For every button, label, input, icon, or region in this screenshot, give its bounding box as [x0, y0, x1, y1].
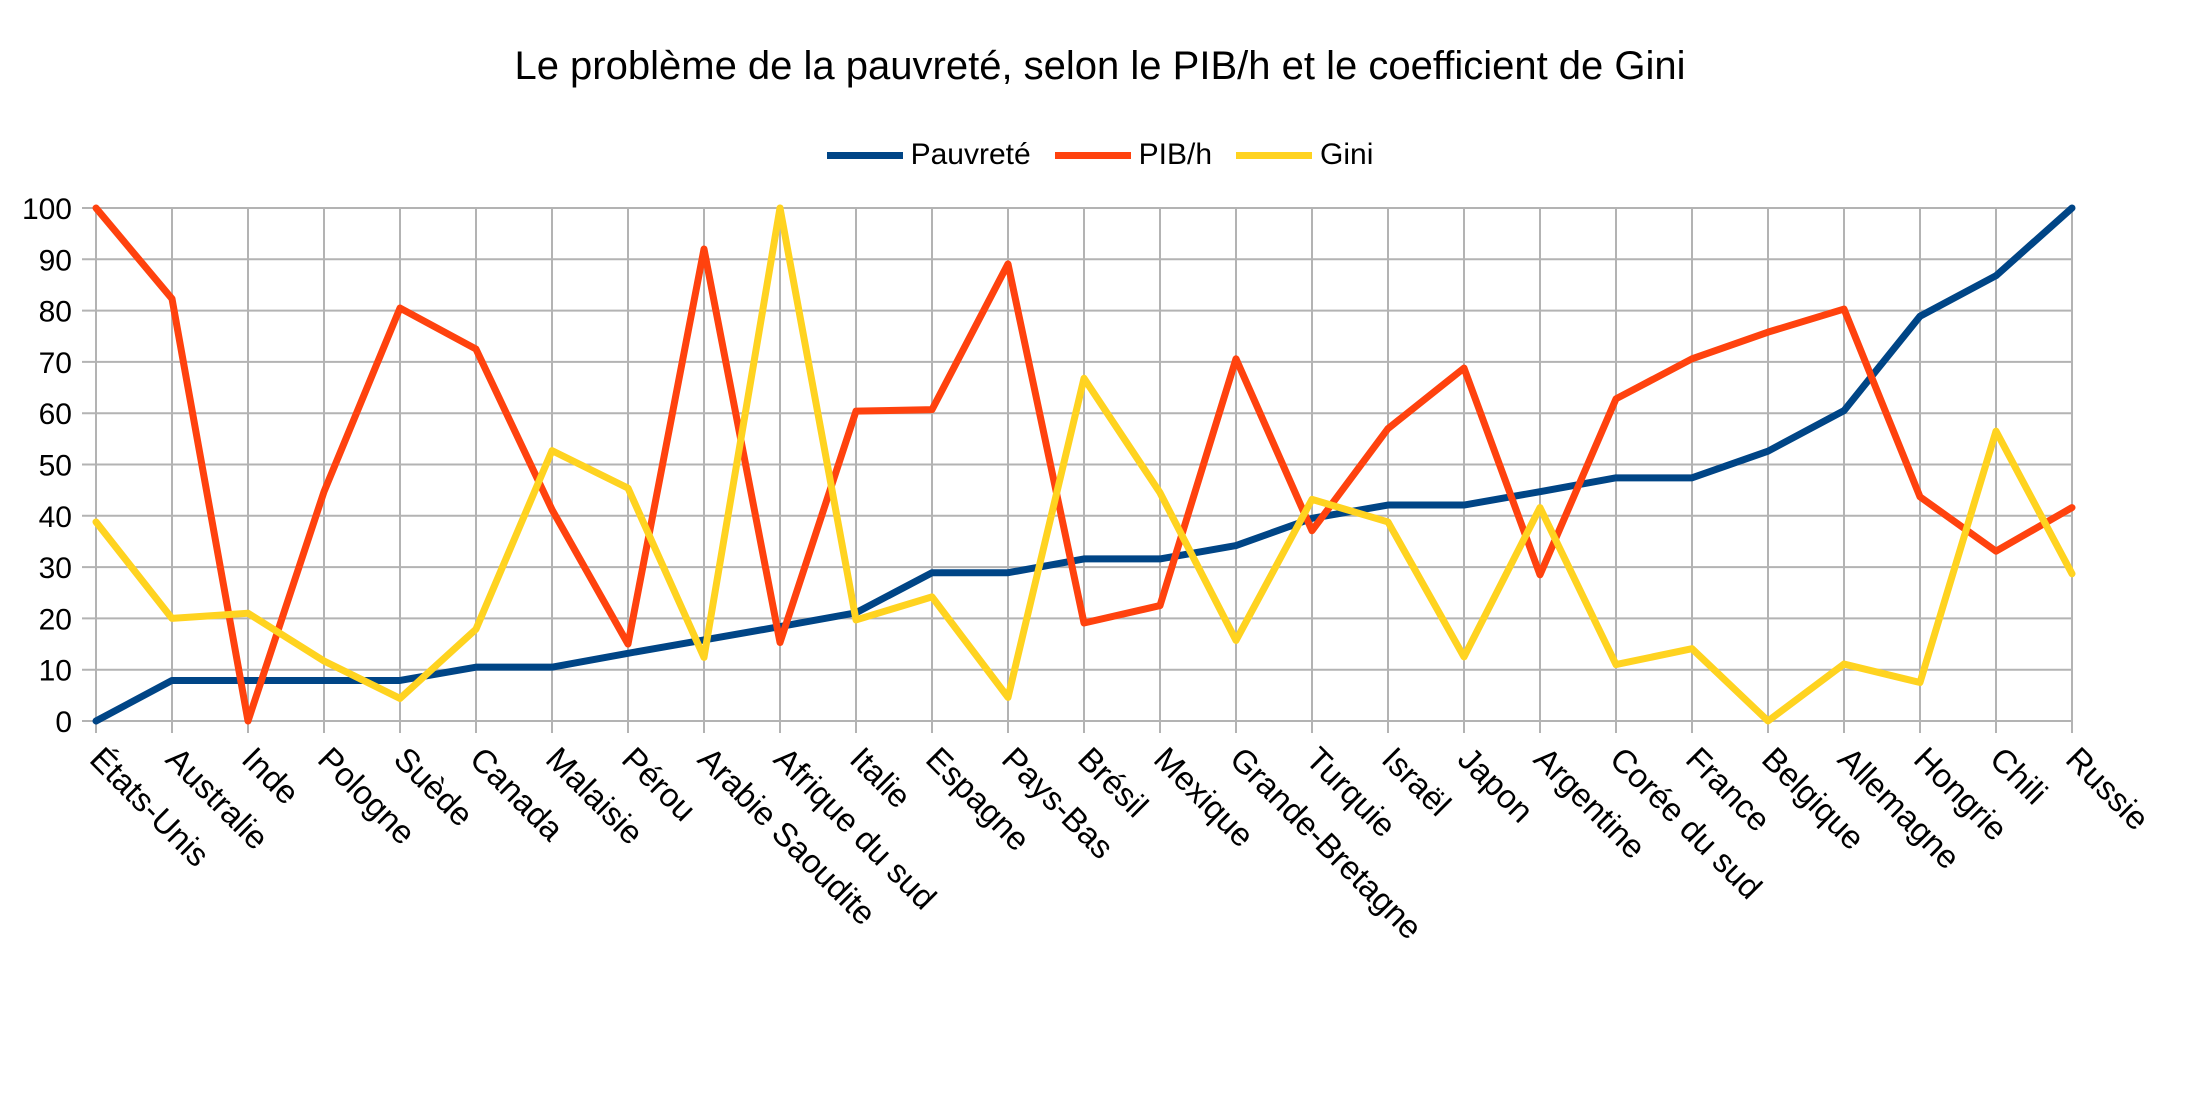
y-tick-label: 100 — [22, 193, 72, 226]
legend: Pauvreté PIB/h Gini — [0, 138, 2200, 172]
series-lines — [92, 204, 2076, 725]
legend-swatch-pib — [1054, 151, 1131, 159]
legend-item-gini: Gini — [1236, 138, 1373, 172]
y-tick-label: 40 — [39, 501, 72, 534]
legend-swatch-pauvrete — [826, 151, 903, 159]
y-axis: 0 10 20 30 40 50 60 70 80 90 100 — [22, 193, 72, 739]
grid — [82, 207, 2073, 733]
y-tick-label: 30 — [39, 552, 72, 585]
x-tick-label: Japon — [1451, 740, 1541, 830]
legend-item-pauvrete: Pauvreté — [826, 138, 1031, 172]
legend-label-pauvrete: Pauvreté — [910, 138, 1031, 171]
y-tick-label: 50 — [39, 450, 72, 483]
y-tick-label: 90 — [39, 244, 72, 277]
y-tick-label: 0 — [55, 706, 72, 739]
legend-item-pib: PIB/h — [1054, 138, 1213, 172]
chart-title: Le problème de la pauvreté, selon le PIB… — [514, 44, 1686, 88]
y-tick-label: 60 — [39, 398, 72, 431]
legend-swatch-gini — [1236, 151, 1313, 159]
x-tick-label: Russie — [2059, 740, 2156, 837]
y-tick-label: 10 — [39, 655, 72, 688]
legend-label-pib: PIB/h — [1138, 138, 1213, 171]
y-tick-label: 80 — [39, 296, 72, 329]
y-tick-label: 70 — [39, 347, 72, 380]
y-tick-label: 20 — [39, 603, 72, 636]
legend-label-gini: Gini — [1320, 138, 1374, 171]
